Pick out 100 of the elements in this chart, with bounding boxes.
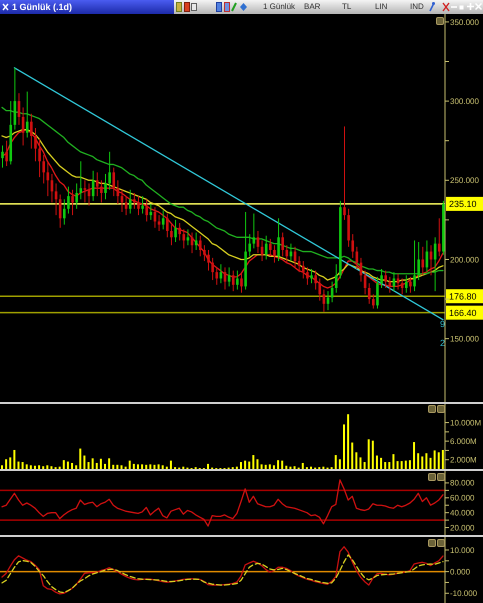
candlestick (286, 244, 288, 264)
bar (112, 464, 114, 469)
bar (248, 462, 250, 469)
candlestick (322, 289, 326, 312)
bar (92, 458, 94, 469)
candlestick (326, 290, 330, 311)
bar (442, 450, 444, 469)
bar (347, 414, 350, 469)
candlestick (108, 151, 111, 190)
bar (128, 460, 131, 469)
bar (392, 454, 394, 469)
candlestick (63, 198, 66, 226)
bar (264, 464, 267, 469)
candlestick (145, 198, 148, 222)
candlestick (22, 106, 24, 146)
candlestick (128, 189, 132, 214)
bar (145, 464, 148, 469)
candlestick (413, 240, 416, 292)
y-tick-label: 10.000M (450, 418, 482, 428)
bar (338, 459, 341, 469)
ref-line-label: 166.40 (449, 308, 477, 318)
candlestick (260, 240, 264, 262)
candlestick (5, 140, 8, 167)
annotation: 9 (440, 319, 446, 330)
y-tick-label: 80.000 (450, 478, 476, 488)
bar (66, 462, 69, 469)
candlestick (388, 276, 392, 294)
candlestick (314, 270, 317, 290)
bar (380, 458, 382, 469)
candlestick (404, 274, 408, 294)
candlestick (228, 266, 230, 287)
bar (30, 465, 32, 469)
ref-line-label: 235.10 (449, 199, 477, 210)
bar (252, 455, 254, 469)
bar (260, 464, 263, 469)
bar (256, 459, 258, 469)
candlestick (75, 182, 78, 210)
candlestick (294, 246, 296, 268)
bar (62, 460, 65, 469)
candlestick (104, 173, 107, 200)
candlestick (162, 210, 164, 230)
chart-title: 1 Günlük (.1d) (12, 1, 72, 14)
candlestick (198, 235, 202, 257)
bar (17, 462, 20, 469)
bar (22, 462, 24, 469)
candlestick (277, 218, 280, 262)
bar (132, 464, 135, 469)
candlestick (438, 218, 441, 257)
bar (162, 465, 164, 469)
y-tick-label: 20.000 (450, 523, 476, 532)
bar (120, 465, 122, 469)
candlestick (58, 194, 62, 228)
candlestick (174, 219, 177, 243)
bar (413, 442, 416, 469)
bar (1, 465, 3, 469)
candlestick (124, 196, 128, 216)
candlestick (141, 196, 144, 214)
bar (26, 464, 28, 469)
candlestick (50, 173, 54, 203)
candlestick (240, 273, 243, 294)
candlestick (120, 189, 124, 212)
candlestick (79, 160, 82, 200)
candlestick (207, 249, 210, 272)
y-tick-label: 300.000 (450, 96, 480, 106)
bar (5, 459, 8, 469)
bar (277, 460, 280, 469)
candlestick (18, 92, 20, 126)
bar (294, 466, 296, 469)
bar (438, 452, 440, 469)
bar (75, 465, 78, 469)
bar (396, 461, 399, 469)
candlestick (88, 182, 90, 206)
candlestick (100, 180, 103, 203)
candlestick (215, 266, 218, 286)
candlestick (434, 236, 436, 292)
candlestick (310, 268, 313, 284)
candlestick (380, 268, 383, 288)
bar (96, 462, 98, 469)
candlestick (372, 294, 375, 310)
bar (100, 458, 102, 469)
candlestick (232, 270, 235, 292)
bar (9, 457, 12, 469)
bar (342, 424, 345, 469)
line-series (1, 479, 444, 527)
bar (430, 458, 432, 469)
bar (417, 453, 420, 469)
candlestick (137, 196, 140, 216)
candlestick (178, 222, 181, 241)
bar (285, 466, 288, 469)
text: BAR (304, 1, 320, 13)
candlestick (71, 189, 74, 216)
candlestick (281, 232, 284, 257)
bar (404, 460, 407, 469)
candlestick (211, 257, 214, 281)
candlestick (194, 232, 198, 250)
candlestick (190, 232, 194, 254)
y-tick-label: -10.000 (450, 589, 478, 598)
bar (388, 462, 390, 469)
text: TL (342, 1, 352, 13)
y-tick-label: 200.000 (450, 255, 480, 264)
